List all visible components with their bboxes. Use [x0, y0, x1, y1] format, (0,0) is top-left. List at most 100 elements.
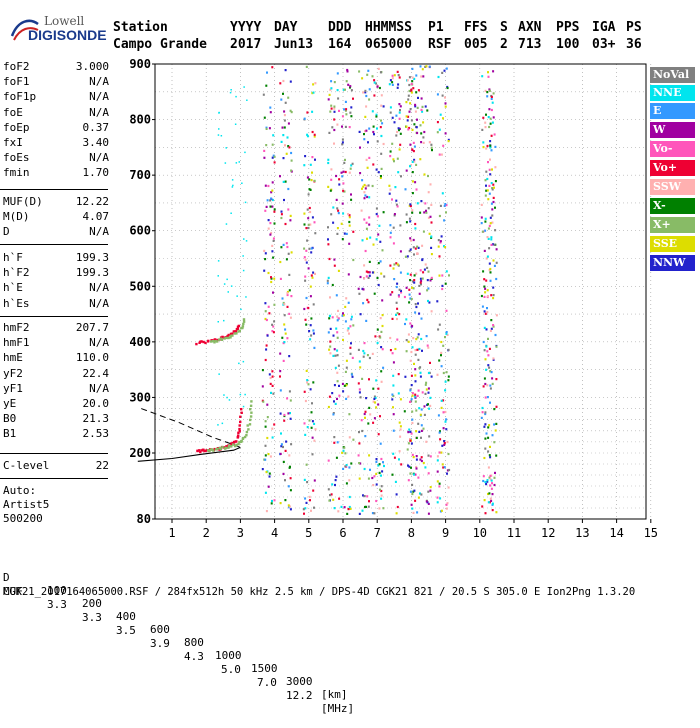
interference-echo	[407, 431, 410, 434]
interference-echo	[392, 429, 395, 432]
interference-echo	[441, 274, 444, 277]
interference-echo	[429, 455, 432, 458]
param-divider	[0, 453, 108, 454]
interference-echo	[271, 323, 274, 326]
interference-echo	[343, 232, 346, 235]
interference-echo	[313, 479, 316, 482]
interference-echo	[442, 144, 445, 147]
interference-echo	[360, 419, 363, 422]
interference-echo	[373, 512, 376, 515]
param-value: N/A	[89, 281, 109, 295]
interference-echo	[444, 410, 447, 414]
interference-echo	[405, 350, 408, 353]
interference-echo	[413, 395, 416, 398]
interference-echo	[412, 150, 415, 153]
interference-echo	[424, 65, 427, 68]
interference-echo	[349, 507, 352, 510]
interference-echo	[231, 179, 234, 181]
interference-echo	[226, 278, 228, 281]
interference-echo	[371, 110, 374, 113]
interference-echo	[486, 311, 489, 314]
interference-echo	[446, 502, 449, 505]
interference-echo	[409, 400, 411, 403]
interference-echo	[412, 456, 415, 459]
interference-echo	[371, 512, 374, 515]
interference-echo	[367, 301, 370, 304]
param-divider	[0, 244, 108, 245]
interference-echo	[344, 305, 347, 308]
interference-echo	[364, 115, 367, 118]
legend-item-sse: SSE	[650, 236, 695, 252]
interference-echo	[485, 147, 488, 150]
interference-echo	[411, 192, 414, 195]
interference-echo	[279, 82, 282, 85]
interference-echo	[286, 305, 289, 308]
interference-echo	[438, 214, 441, 218]
interference-echo	[399, 428, 402, 431]
header-label-ps: PS	[626, 20, 642, 35]
interference-echo	[303, 478, 306, 481]
trace-point	[208, 449, 211, 453]
interference-echo	[424, 105, 427, 108]
interference-echo	[271, 244, 274, 247]
param-label: foF1p	[3, 90, 37, 104]
muf-value: 12.2	[286, 689, 313, 702]
interference-echo	[406, 448, 409, 451]
interference-echo	[397, 171, 400, 174]
interference-echo	[335, 294, 338, 297]
interference-echo	[422, 141, 425, 144]
interference-echo	[271, 427, 274, 430]
interference-echo	[362, 302, 365, 305]
header-label-yyyy: YYYY	[230, 20, 262, 35]
interference-echo	[490, 97, 493, 100]
interference-echo	[437, 75, 440, 79]
interference-echo	[309, 295, 312, 298]
interference-echo	[342, 314, 345, 317]
param-label: yF1	[3, 381, 23, 395]
interference-echo	[266, 416, 269, 419]
interference-echo	[358, 431, 360, 434]
interference-echo	[283, 110, 286, 113]
interference-echo	[312, 271, 315, 274]
interference-echo	[429, 361, 431, 364]
interference-echo	[284, 101, 287, 104]
interference-echo	[487, 237, 490, 240]
muf-value: 4.3	[184, 650, 204, 663]
interference-echo	[375, 168, 378, 171]
trace-point	[221, 335, 224, 339]
interference-echo	[486, 396, 489, 399]
interference-echo	[407, 479, 410, 482]
interference-echo	[400, 291, 403, 294]
interference-echo	[363, 352, 366, 355]
interference-echo	[288, 273, 291, 276]
interference-echo	[264, 310, 267, 313]
interference-echo	[269, 376, 272, 380]
interference-echo	[335, 327, 338, 330]
interference-echo	[378, 224, 381, 227]
interference-echo	[290, 169, 293, 172]
interference-echo	[306, 381, 309, 384]
trace-point	[239, 420, 242, 424]
interference-echo	[380, 119, 382, 122]
interference-echo	[374, 335, 377, 338]
interference-echo	[382, 507, 385, 510]
interference-echo	[399, 143, 402, 146]
interference-echo	[490, 149, 493, 152]
interference-echo	[409, 143, 412, 146]
param-divider	[0, 189, 108, 190]
trace-point	[250, 411, 253, 414]
interference-echo	[309, 324, 312, 327]
interference-echo	[345, 359, 348, 362]
interference-echo	[362, 288, 365, 291]
interference-echo	[488, 492, 491, 495]
trace-point	[227, 446, 230, 449]
interference-echo	[364, 91, 367, 94]
interference-echo	[430, 375, 433, 378]
interference-echo	[396, 205, 399, 208]
interference-echo	[417, 246, 420, 249]
interference-echo	[341, 238, 344, 241]
interference-echo	[304, 399, 307, 403]
logo-lowell-text: Lowell	[44, 14, 85, 28]
interference-echo	[217, 424, 219, 426]
param-label: B0	[3, 412, 17, 426]
